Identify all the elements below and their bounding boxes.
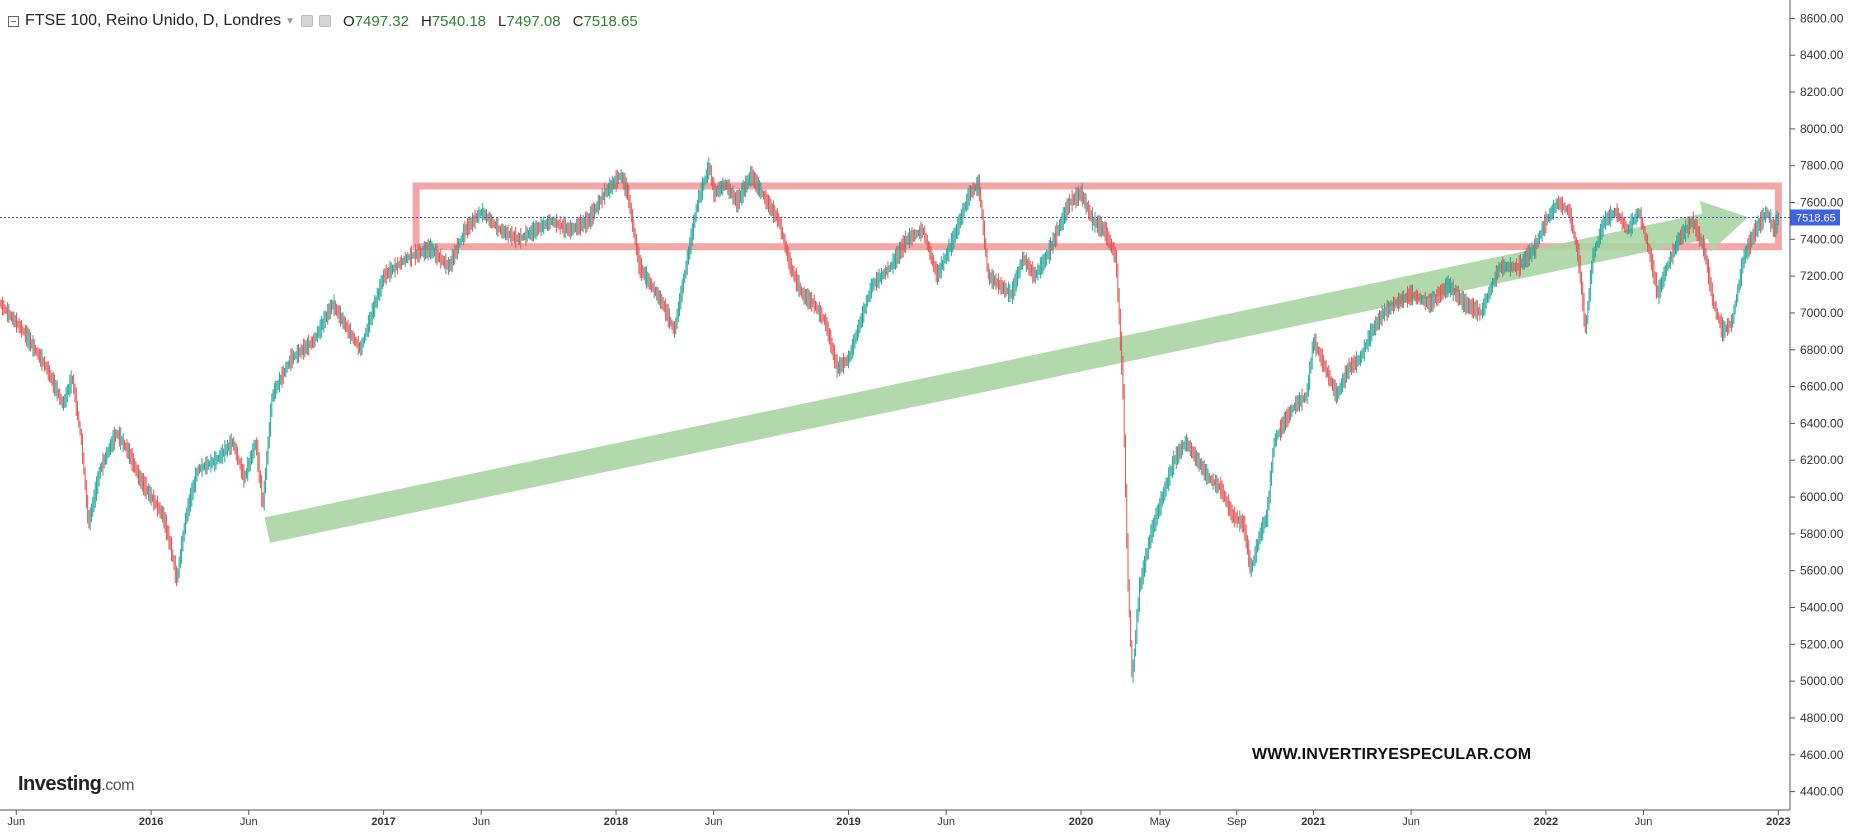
y-tick-label: 5200.00 xyxy=(1800,637,1844,651)
y-tick-label: 6200.00 xyxy=(1800,453,1844,467)
x-tick-label: Jun xyxy=(472,816,490,828)
symbol-title[interactable]: FTSE 100, Reino Unido, D, Londres xyxy=(25,12,282,29)
y-tick-label: 6600.00 xyxy=(1800,380,1844,394)
open-label: O xyxy=(343,12,355,30)
y-tick-label: 4400.00 xyxy=(1800,785,1844,799)
x-tick-label: Jun xyxy=(705,816,723,828)
high-label: H xyxy=(420,12,432,30)
y-tick-label: 5800.00 xyxy=(1800,527,1844,541)
x-tick-label: 2021 xyxy=(1301,816,1325,828)
y-tick-label: 6000.00 xyxy=(1800,490,1844,504)
close-label: C xyxy=(572,12,584,30)
y-tick-label: 6400.00 xyxy=(1800,416,1844,430)
y-tick-label: 7200.00 xyxy=(1800,269,1844,283)
close-value: 7518.65 xyxy=(583,12,638,30)
x-tick-label: Jun xyxy=(1635,816,1653,828)
last-price-label: 7518.65 xyxy=(1796,212,1836,224)
x-tick-label: 2018 xyxy=(604,816,628,828)
x-tick-label: Jun xyxy=(1402,816,1420,828)
visibility-icon[interactable] xyxy=(301,15,314,27)
x-axis-ticks: Jun 2016 Jun 2017 Jun 2018 Jun 2019 Jun 2020 May Se… xyxy=(7,810,1791,828)
y-tick-label: 7800.00 xyxy=(1800,159,1844,173)
ohlc-values: O7497.32 H7540.18 L7497.08 C7518.65 xyxy=(343,13,638,30)
x-tick-label: 2020 xyxy=(1069,816,1093,828)
y-tick-label: 8600.00 xyxy=(1800,11,1844,25)
x-tick-label: Jun xyxy=(937,816,955,828)
y-tick-label: 8400.00 xyxy=(1800,48,1844,62)
x-tick-label: Sep xyxy=(1227,816,1247,828)
annotations xyxy=(264,182,1782,543)
investing-logo: Investing.com xyxy=(18,773,134,796)
x-tick-label: Jun xyxy=(7,816,25,828)
x-tick-label: 2022 xyxy=(1534,816,1558,828)
x-tick-label: 2017 xyxy=(371,816,395,828)
x-tick-label: May xyxy=(1150,816,1171,828)
y-axis-ticks: 4400.00 4600.00 4800.00 5000.00 5200.00 5400.… xyxy=(1790,11,1844,799)
y-tick-label: 4800.00 xyxy=(1800,711,1844,725)
watermark-text: WWW.INVERTIRYESPECULAR.COM xyxy=(1252,746,1532,763)
y-tick-label: 5600.00 xyxy=(1800,564,1844,578)
chevron-down-icon[interactable]: ▼ xyxy=(285,15,296,27)
y-tick-label: 7000.00 xyxy=(1800,306,1844,320)
chart-legend-header: FTSE 100, Reino Unido, D, Londres ▼ O749… xyxy=(8,10,638,32)
price-series xyxy=(0,157,1779,683)
collapse-icon[interactable] xyxy=(8,15,19,27)
y-tick-label: 7400.00 xyxy=(1800,232,1844,246)
low-value: 7497.08 xyxy=(506,12,561,30)
logo-name: Investing xyxy=(18,773,102,795)
logo-suffix: .com xyxy=(101,777,134,794)
last-price-line: 7518.65 xyxy=(0,209,1840,226)
y-tick-label: 5000.00 xyxy=(1800,674,1844,688)
y-tick-label: 8200.00 xyxy=(1800,85,1844,99)
x-tick-label: Jun xyxy=(240,816,258,828)
y-tick-label: 6800.00 xyxy=(1800,343,1844,357)
settings-icon[interactable] xyxy=(319,15,332,27)
open-value: 7497.32 xyxy=(354,12,409,30)
trend-arrow xyxy=(264,200,1749,543)
x-tick-label: 2019 xyxy=(836,816,860,828)
y-tick-label: 5400.00 xyxy=(1800,601,1844,615)
y-tick-label: 8000.00 xyxy=(1800,122,1844,136)
high-value: 7540.18 xyxy=(431,12,487,30)
y-tick-label: 4600.00 xyxy=(1800,748,1844,762)
x-tick-label: 2016 xyxy=(139,816,163,828)
low-label: L xyxy=(498,12,507,30)
y-tick-label: 7600.00 xyxy=(1800,196,1844,210)
x-tick-label: 2023 xyxy=(1766,816,1790,828)
last-price-badge xyxy=(1790,209,1840,226)
